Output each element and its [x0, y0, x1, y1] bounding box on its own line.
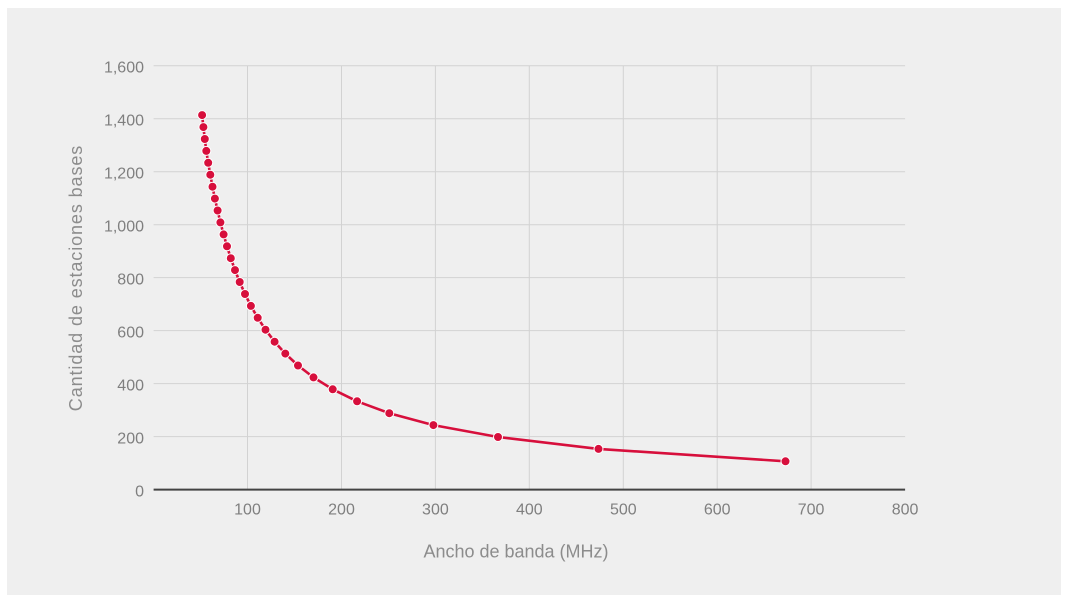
svg-text:1,000: 1,000	[104, 219, 144, 236]
svg-text:1,400: 1,400	[104, 113, 144, 130]
svg-text:300: 300	[422, 502, 449, 519]
svg-text:1,200: 1,200	[104, 166, 144, 183]
svg-text:800: 800	[117, 271, 144, 288]
svg-text:700: 700	[798, 502, 825, 519]
svg-text:Ancho de banda (MHz): Ancho de banda (MHz)	[423, 542, 608, 562]
svg-text:400: 400	[117, 377, 144, 394]
svg-text:600: 600	[117, 324, 144, 341]
svg-text:1,600: 1,600	[104, 60, 144, 77]
svg-text:800: 800	[892, 502, 919, 519]
svg-text:600: 600	[704, 502, 731, 519]
svg-text:500: 500	[610, 502, 637, 519]
svg-text:0: 0	[135, 483, 144, 500]
svg-text:200: 200	[328, 502, 355, 519]
svg-text:400: 400	[516, 502, 543, 519]
svg-text:100: 100	[234, 502, 261, 519]
svg-text:200: 200	[117, 430, 144, 447]
svg-text:Cantidad de estaciones bases: Cantidad de estaciones bases	[66, 145, 86, 411]
